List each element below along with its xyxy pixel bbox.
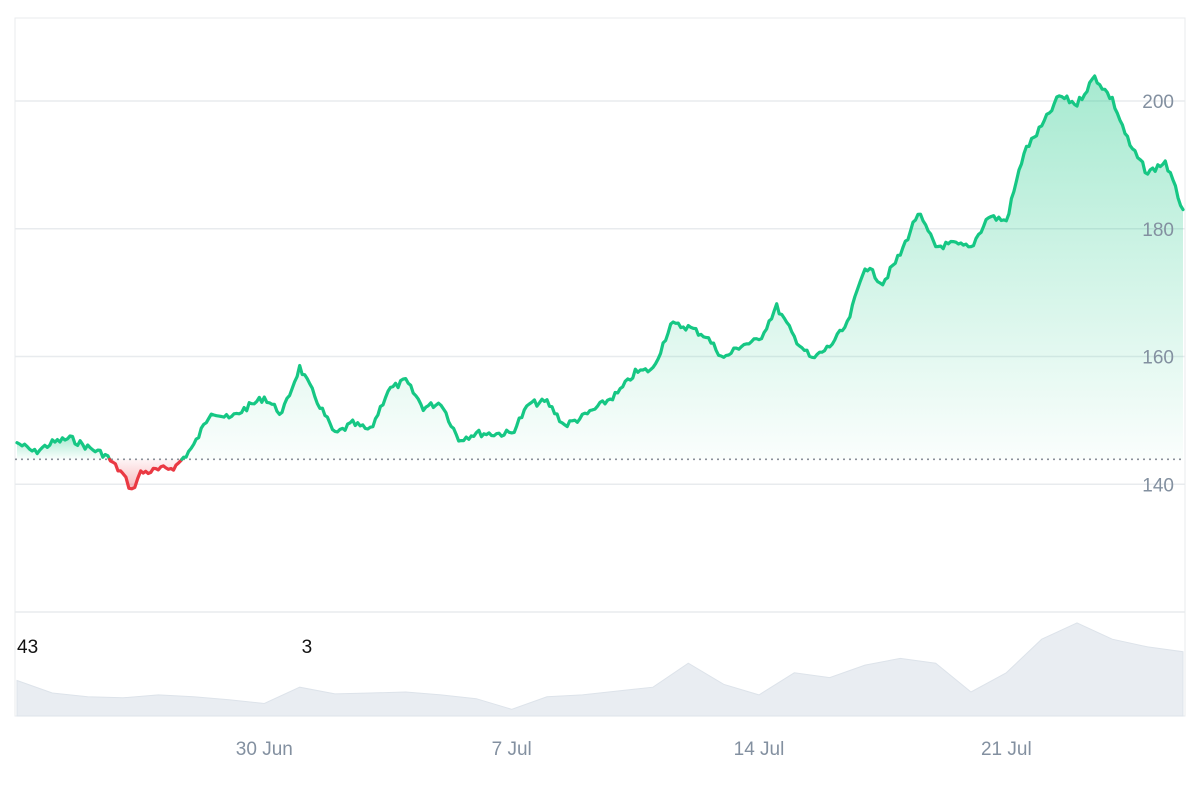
price-line: [15, 74, 1185, 491]
y-tick-label: 160: [1142, 348, 1174, 369]
x-tick-label: 21 Jul: [981, 739, 1032, 760]
volume-labels: 43 3: [17, 637, 312, 658]
volume-label: 3: [302, 637, 313, 658]
y-tick-label: 200: [1142, 92, 1174, 113]
price-line-below: [108, 457, 184, 491]
area-above-baseline: [181, 76, 1183, 460]
x-axis-labels: 30 Jun 7 Jul 14 Jul 21 Jul: [236, 739, 1032, 760]
y-axis-labels: 140 160 180 200: [1142, 92, 1174, 496]
price-line-above: [180, 74, 1185, 461]
y-tick-label: 180: [1142, 220, 1174, 241]
volume-label: 43: [17, 637, 38, 658]
volume-shape: [16, 622, 1184, 717]
x-tick-label: 14 Jul: [734, 739, 785, 760]
area-above-baseline: [17, 436, 110, 460]
x-tick-label: 30 Jun: [236, 739, 293, 760]
price-area-fill: [17, 76, 1183, 489]
volume-area: [16, 622, 1184, 717]
price-line-above: [15, 434, 112, 461]
y-tick-label: 140: [1142, 475, 1174, 496]
x-tick-label: 7 Jul: [492, 739, 532, 760]
